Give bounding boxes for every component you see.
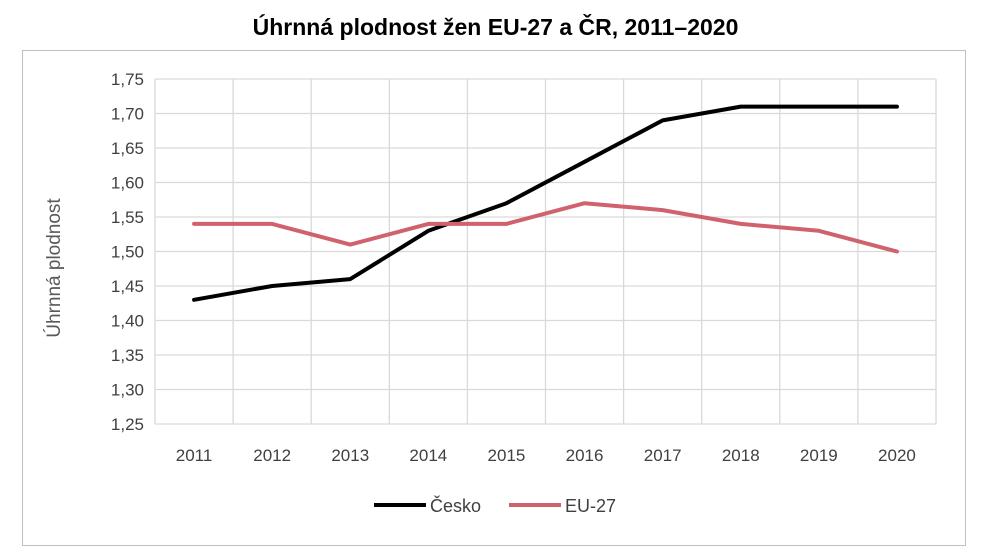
x-tick-label: 2013	[331, 446, 369, 465]
legend-label: EU-27	[565, 496, 616, 516]
y-tick-label: 1,35	[111, 346, 144, 365]
series-line-eu27	[192, 201, 899, 254]
y-tick-label: 1,25	[111, 415, 144, 434]
x-tick-label: 2017	[644, 446, 682, 465]
y-tick-label: 1,65	[111, 139, 144, 158]
x-tick-label: 2015	[488, 446, 526, 465]
x-tick-label: 2018	[722, 446, 760, 465]
x-tick-label: 2012	[253, 446, 291, 465]
legend-label: Česko	[430, 495, 481, 516]
x-tick-label: 2019	[800, 446, 838, 465]
x-tick-label: 2020	[878, 446, 916, 465]
x-axis-ticks: 2011 2012 2013 2014 2015 2016 2017 2018 2019 2020	[176, 446, 916, 465]
grid	[154, 78, 937, 425]
y-tick-label: 1,45	[111, 277, 144, 296]
y-tick-label: 1,70	[111, 105, 144, 124]
series-lines	[192, 104, 899, 302]
x-tick-label: 2016	[566, 446, 604, 465]
x-tick-label: 2011	[176, 446, 213, 465]
x-tick-label: 2014	[409, 446, 447, 465]
y-axis-label: Úhrnná plodnost	[43, 198, 65, 338]
y-tick-label: 1,55	[111, 208, 144, 227]
chart-title: Úhrnná plodnost žen EU-27 a ČR, 2011–202…	[252, 14, 739, 40]
y-tick-label: 1,30	[111, 381, 144, 400]
legend: Česko EU-27	[374, 495, 616, 516]
y-tick-label: 1,40	[111, 312, 144, 331]
y-tick-label: 1,75	[111, 70, 144, 89]
y-axis-ticks: 1,25 1,30 1,35 1,40 1,45 1,50 1,55 1,60 1,65 1,70…	[111, 70, 144, 434]
chart-frame	[22, 50, 966, 546]
y-tick-label: 1,50	[111, 243, 144, 262]
y-tick-label: 1,60	[111, 174, 144, 193]
series-line-cesko	[192, 104, 899, 302]
